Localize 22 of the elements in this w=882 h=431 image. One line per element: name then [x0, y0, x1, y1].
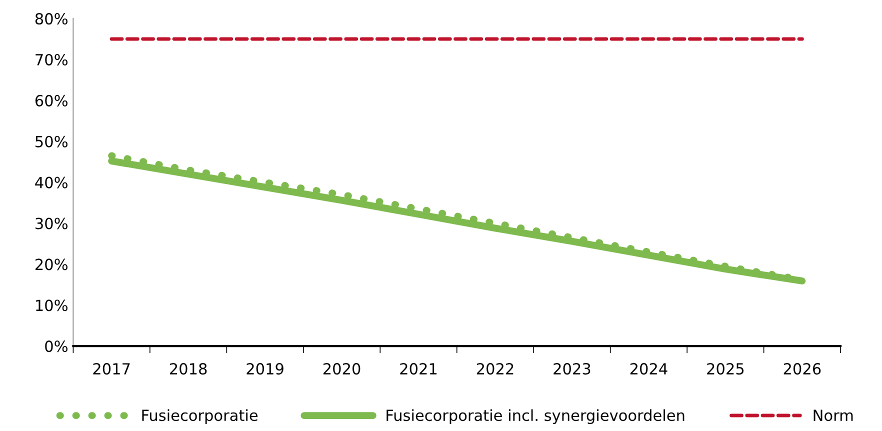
- y-tick-label: 70%: [36, 54, 68, 66]
- x-tick-label: 2022: [476, 363, 514, 375]
- y-tick-label: 50%: [36, 136, 68, 148]
- y-tick-label: 20%: [36, 258, 68, 270]
- y-tick-label: 10%: [36, 300, 68, 312]
- x-tick-label: 2026: [784, 363, 821, 375]
- legend-label: Fusiecorporatie: [142, 409, 258, 424]
- x-tick-label: 2019: [246, 363, 284, 375]
- x-tick-label: 2024: [630, 363, 668, 375]
- y-tick-label: 60%: [35, 94, 68, 106]
- legend-label: Norm: [814, 410, 853, 422]
- y-tick-label: 40%: [35, 176, 68, 188]
- x-tick-label: 2017: [93, 363, 130, 375]
- x-tick-label: 2020: [323, 363, 360, 375]
- x-tick-label: 2023: [554, 363, 590, 375]
- y-tick-label: 0%: [45, 340, 68, 352]
- x-tick-label: 2018: [170, 363, 207, 375]
- y-tick-label: 30%: [36, 218, 68, 230]
- x-tick-label: 2025: [707, 363, 744, 375]
- y-tick-label: 80%: [35, 13, 68, 25]
- x-tick-label: 2021: [400, 363, 437, 375]
- legend-label: Fusiecorporatie incl. synergievoordelen: [386, 409, 684, 424]
